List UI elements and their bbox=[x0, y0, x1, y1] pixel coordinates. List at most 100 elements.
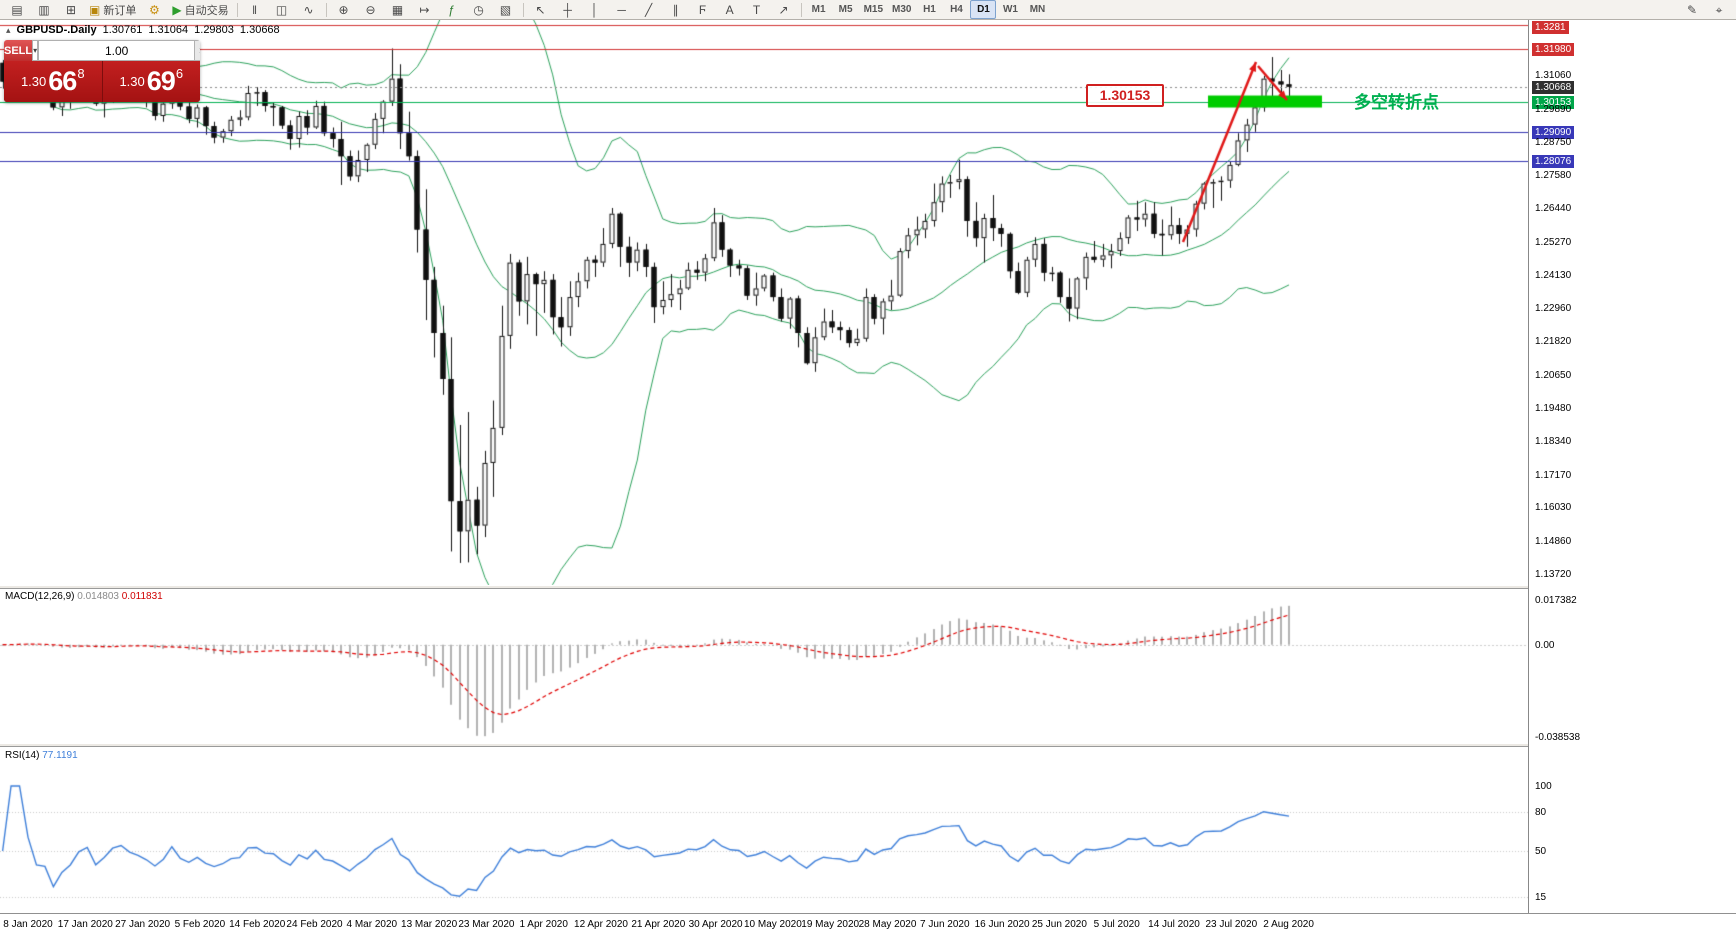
buy-price-display[interactable]: 1.30 69 6 bbox=[102, 61, 200, 102]
vertical-line-tool-icon: │ bbox=[590, 2, 599, 17]
period-selector-button[interactable]: ◷ bbox=[466, 0, 492, 19]
buy-price-sup: 6 bbox=[175, 66, 184, 81]
horizontal-line-tool-button[interactable]: ─ bbox=[609, 0, 635, 19]
date-label: 28 May 2020 bbox=[858, 919, 917, 930]
bar-chart-mode-button[interactable]: ‖ bbox=[242, 0, 268, 19]
timeframe-m1-button[interactable]: M1 bbox=[811, 4, 826, 15]
zoom-out-button[interactable]: ⊖ bbox=[358, 0, 384, 19]
auto-scroll-button[interactable]: ↦ bbox=[412, 0, 438, 19]
timeframe-mn-button[interactable]: MN bbox=[1029, 4, 1046, 15]
sell-button[interactable]: SELL bbox=[4, 40, 33, 61]
templates-icon: ▧ bbox=[499, 2, 512, 17]
date-label: 30 Apr 2020 bbox=[688, 919, 743, 930]
chart-profiles-button[interactable]: ▥ bbox=[31, 0, 57, 19]
price-label-1.29090: 1.29090 bbox=[1532, 126, 1575, 139]
turning-point-note[interactable]: 多空转折点 bbox=[1354, 93, 1439, 112]
collapse-trade-panel-icon[interactable]: ▴ bbox=[6, 24, 11, 35]
indicators-icon: ƒ bbox=[448, 2, 455, 17]
date-label: 4 Mar 2020 bbox=[346, 919, 398, 930]
trendline-tool-button[interactable]: ╱ bbox=[636, 0, 662, 19]
time-axis[interactable]: 8 Jan 2020 17 Jan 2020 27 Jan 2020 5 Feb 20… bbox=[0, 913, 1736, 940]
line-chart-mode-icon: ∿ bbox=[303, 2, 314, 17]
price-label-1.14860: 1.14860 bbox=[1535, 536, 1572, 547]
date-label: 27 Jan 2020 bbox=[115, 919, 171, 930]
pane-splitter-macd[interactable] bbox=[0, 585, 1736, 589]
expert-advisors-button[interactable]: ⚙ bbox=[141, 0, 167, 19]
timeframe-d1-button[interactable]: D1 bbox=[970, 0, 997, 19]
order-type-dropdown[interactable]: ▾ bbox=[32, 40, 39, 61]
toolbar-separator bbox=[522, 2, 524, 17]
ohlc-close: 1.30668 bbox=[239, 24, 280, 36]
price-label-1.29890: 1.29890 bbox=[1535, 104, 1572, 115]
lot-spinner[interactable]: ▴ ▾ bbox=[194, 41, 200, 60]
timeframe-w1-button[interactable]: W1 bbox=[1002, 4, 1018, 15]
price-label-1.27580: 1.27580 bbox=[1535, 170, 1572, 181]
zoom-in-icon: ⊕ bbox=[338, 2, 349, 17]
autotrading-button[interactable]: ▶ 自动交易 bbox=[168, 0, 232, 19]
chart-canvas[interactable] bbox=[0, 20, 1736, 940]
text-tool-button[interactable]: A bbox=[717, 0, 743, 19]
date-label: 13 Mar 2020 bbox=[401, 919, 458, 930]
toolbar-separator bbox=[236, 2, 238, 17]
rsi-pane-label: RSI(14) 77.1191 bbox=[5, 750, 78, 761]
symbol-period-label: GBPUSD-.Daily bbox=[16, 24, 97, 36]
price-scale[interactable]: 1.3281 1.31980 1.31060 1.30668 1.30153 1.2989… bbox=[1528, 20, 1736, 913]
timeframe-m15-button[interactable]: M15 bbox=[863, 4, 884, 15]
sell-price-big: 66 bbox=[48, 66, 77, 96]
macd-pane-label: MACD(12,26,9) 0.014803 0.011831 bbox=[5, 591, 163, 602]
vertical-line-tool-button[interactable]: │ bbox=[582, 0, 608, 19]
pointer-button[interactable]: ⌖ bbox=[1706, 0, 1732, 19]
market-watch-button[interactable]: ⊞ bbox=[58, 0, 84, 19]
macd-scale-bottom: -0.038538 bbox=[1535, 732, 1581, 743]
price-label-1.16030: 1.16030 bbox=[1535, 502, 1572, 513]
channel-tool-button[interactable]: ∥ bbox=[663, 0, 689, 19]
date-label: 1 Apr 2020 bbox=[519, 919, 568, 930]
tile-windows-icon: ▦ bbox=[391, 2, 404, 17]
macd-name: MACD(12,26,9) bbox=[5, 591, 75, 602]
timeframe-h1-button[interactable]: H1 bbox=[923, 4, 936, 15]
sell-price-display[interactable]: 1.30 66 8 bbox=[4, 61, 102, 102]
cursor-tool-button[interactable]: ↖ bbox=[528, 0, 554, 19]
arrows-tool-icon: ↗ bbox=[778, 2, 789, 17]
toolbar-separator bbox=[325, 2, 327, 17]
zoom-out-icon: ⊖ bbox=[365, 2, 376, 17]
new-order-button[interactable]: ▣ 新订单 bbox=[85, 0, 140, 19]
rsi-scale-15: 15 bbox=[1535, 892, 1547, 903]
date-label: 10 May 2020 bbox=[743, 919, 802, 930]
chart-title-bar: ▴ GBPUSD-.Daily 1.30761 1.31064 1.29803 … bbox=[6, 24, 280, 36]
tile-windows-button[interactable]: ▦ bbox=[385, 0, 411, 19]
date-label: 23 Jul 2020 bbox=[1205, 919, 1258, 930]
candlestick-mode-button[interactable]: ◫ bbox=[269, 0, 295, 19]
timeframe-m5-button[interactable]: M5 bbox=[838, 4, 853, 15]
price-label-1.17170: 1.17170 bbox=[1535, 470, 1572, 481]
price-label-1.31060: 1.31060 bbox=[1535, 70, 1572, 81]
price-callout-label[interactable]: 1.30153 bbox=[1086, 84, 1164, 107]
quick-edit-icon: ✎ bbox=[1686, 2, 1698, 17]
templates-button[interactable]: ▧ bbox=[493, 0, 519, 19]
line-chart-mode-button[interactable]: ∿ bbox=[296, 0, 322, 19]
lot-size-input[interactable] bbox=[39, 41, 195, 60]
period-selector-icon: ◷ bbox=[473, 2, 484, 17]
timeframe-m30-button[interactable]: M30 bbox=[892, 4, 912, 15]
trendline-tool-icon: ╱ bbox=[644, 2, 653, 17]
label-tool-icon: T bbox=[752, 2, 761, 17]
buy-price-prefix: 1.30 bbox=[119, 74, 145, 89]
timeframe-h4-button[interactable]: H4 bbox=[950, 4, 963, 15]
price-label-1.3281: 1.3281 bbox=[1532, 21, 1569, 34]
chevron-down-icon: ▾ bbox=[33, 46, 38, 55]
sell-price-prefix: 1.30 bbox=[20, 74, 47, 89]
crosshair-tool-button[interactable]: ┼ bbox=[555, 0, 581, 19]
date-label: 19 May 2020 bbox=[801, 919, 860, 930]
market-watch-icon: ⊞ bbox=[65, 2, 77, 17]
pane-splitter-rsi[interactable] bbox=[0, 743, 1736, 747]
label-tool-button[interactable]: T bbox=[744, 0, 770, 19]
date-label: 21 Apr 2020 bbox=[631, 919, 686, 930]
quick-edit-button[interactable]: ✎ bbox=[1679, 0, 1705, 19]
fibonacci-tool-button[interactable]: Ϝ bbox=[690, 0, 716, 19]
ohlc-low: 1.29803 bbox=[194, 24, 234, 36]
macd-scale-top: 0.017382 bbox=[1535, 595, 1577, 606]
arrows-tool-button[interactable]: ↗ bbox=[771, 0, 797, 19]
indicators-button[interactable]: ƒ bbox=[439, 0, 465, 19]
new-chart-button[interactable]: ▤ bbox=[4, 0, 30, 19]
zoom-in-button[interactable]: ⊕ bbox=[331, 0, 357, 19]
